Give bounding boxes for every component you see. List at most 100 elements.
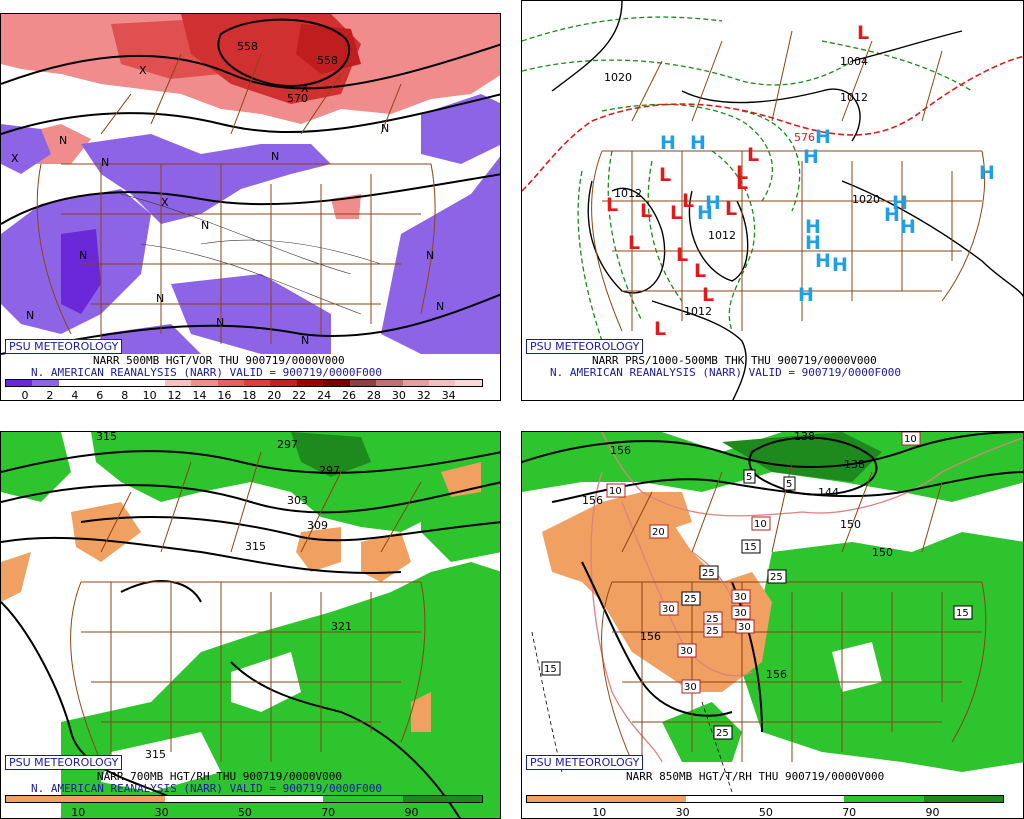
rh700-colorbar-ticks: 10 30 50 70 90 xyxy=(5,806,483,819)
high-pressure-marker: H xyxy=(900,216,916,238)
rh-dry-plume6 xyxy=(411,692,431,732)
min-marker: N xyxy=(436,300,444,313)
high-pressure-marker: H xyxy=(690,132,706,154)
temperature-label: 15 xyxy=(544,664,557,675)
rh-dry-patch xyxy=(832,642,882,692)
temperature-label: 30 xyxy=(684,682,697,693)
temperature-label: 30 xyxy=(738,622,751,633)
height-label: 303 xyxy=(287,494,308,507)
brand-label: PSU METEOROLOGY xyxy=(5,339,123,354)
temperature-label-box xyxy=(783,476,796,491)
rh-moist-sw xyxy=(662,702,742,762)
height-label: 138 xyxy=(844,458,865,471)
height-label: 150 xyxy=(872,546,893,559)
rh-dry-plume3 xyxy=(361,532,411,582)
colorbar-tick-label: 20 xyxy=(267,389,282,401)
colorbar-tick-label: 2 xyxy=(46,389,54,401)
temperature-label: 10 xyxy=(904,434,917,445)
temperature-label: 25 xyxy=(684,594,697,605)
colorbar-tick-label: 50 xyxy=(758,806,773,819)
colorbar-swatch xyxy=(323,380,350,386)
high-pressure-marker: H xyxy=(660,132,676,154)
temperature-label: 5 xyxy=(746,472,752,483)
min-marker: N xyxy=(201,219,209,232)
temperature-label: 10 xyxy=(609,486,622,497)
colorbar-swatch xyxy=(85,796,165,802)
colorbar-swatch xyxy=(296,380,324,386)
min-marker: N xyxy=(101,156,109,169)
temperature-label-box xyxy=(649,524,669,539)
min-marker: N xyxy=(426,249,434,262)
map-caption: NARR PRS/1000-500MB THK THU 900719/0000V… xyxy=(592,354,877,367)
temperature-label-box xyxy=(735,619,755,634)
height-label: 156 xyxy=(766,668,787,681)
colorbar-swatch xyxy=(323,796,403,802)
rh700-colorbar xyxy=(5,795,483,803)
thickness-label: 576 xyxy=(794,131,815,144)
colorbar-tick-label: 18 xyxy=(242,389,257,401)
low-pressure-marker: L xyxy=(659,164,671,186)
colorbar-tick-label: 70 xyxy=(321,806,336,819)
min-marker: N xyxy=(216,316,224,329)
colorbar-tick-label: 50 xyxy=(237,806,252,819)
max-marker: X xyxy=(139,64,147,77)
colorbar-tick-label: 90 xyxy=(925,806,940,819)
vort-neg-se xyxy=(171,274,331,354)
colorbar-swatch xyxy=(85,380,112,386)
height-label: 321 xyxy=(331,620,352,633)
pressure-label: 1012 xyxy=(840,91,868,104)
temperature-label-box xyxy=(713,725,733,740)
min-marker: N xyxy=(26,309,34,322)
map-caption: NARR 700MB HGT/RH THU 900719/0000V000 xyxy=(97,770,343,783)
vort-neg-nw xyxy=(1,124,51,174)
rh-dry-se xyxy=(101,732,221,792)
height-label: 297 xyxy=(277,438,298,451)
colorbar-swatch xyxy=(111,380,139,386)
rh850-colorbar xyxy=(526,795,1004,803)
map-valid-caption: N. AMERICAN REANALYSIS (NARR) VALID = 90… xyxy=(31,366,382,379)
colorbar-swatch xyxy=(6,796,86,802)
colorbar-tick-label: 16 xyxy=(217,389,232,401)
colorbar-swatch xyxy=(685,796,765,802)
high-pressure-marker: H xyxy=(705,192,721,214)
pressure-label: 1012 xyxy=(708,229,736,242)
high-pressure-marker: H xyxy=(832,254,848,276)
rh850-colorbar-ticks: 10 30 50 70 90 xyxy=(526,806,1004,819)
vorticity-colorbar-ticks: 0 2 4 6 8 10 12 14 16 18 20 22 24 26 28 30 32 34 xyxy=(5,389,483,401)
thickness-panel: 1020 1004 1012 1012 1012 1012 1020 576 H… xyxy=(521,0,1024,401)
colorbar-tick-label: 10 xyxy=(592,806,607,819)
colorbar-swatch xyxy=(349,380,377,386)
colorbar-swatch xyxy=(270,380,297,386)
temperature-label-box xyxy=(677,643,697,658)
temperature-label: 30 xyxy=(734,592,747,603)
high-pressure-marker: H xyxy=(884,204,900,226)
colorbar-tick-label: 4 xyxy=(71,389,79,401)
colorbar-swatch xyxy=(402,380,429,386)
rh-moist-east xyxy=(742,532,1023,772)
brand-label: PSU METEOROLOGY xyxy=(5,755,123,770)
vorticity-panel: 558 558 570 N N N N N N N N N N N N X X … xyxy=(0,13,501,401)
high-pressure-marker: H xyxy=(979,162,995,184)
temperature-label-box xyxy=(681,679,701,694)
min-marker: N xyxy=(156,292,164,305)
min-marker: N xyxy=(301,334,309,347)
pressure-label: 1020 xyxy=(604,71,632,84)
low-pressure-marker: L xyxy=(676,244,688,266)
colorbar-tick-label: 10 xyxy=(142,389,157,401)
low-pressure-marker: L xyxy=(736,172,748,194)
height-label: 309 xyxy=(307,519,328,532)
pressure-label: 1012 xyxy=(684,305,712,318)
temperature-label-box xyxy=(767,569,787,584)
rh-dry-north xyxy=(642,492,692,532)
rh-moist-north-dark xyxy=(722,432,882,482)
temperature-label: 5 xyxy=(786,479,792,490)
temperature-label: 15 xyxy=(744,542,757,553)
colorbar-swatch xyxy=(138,380,165,386)
colorbar-tick-label: 0 xyxy=(21,389,29,401)
temperature-label: 25 xyxy=(716,728,729,739)
temperature-label-box xyxy=(541,661,561,676)
rh-moist-west xyxy=(1,432,71,502)
rh-dry-west xyxy=(542,492,772,692)
height-label: 150 xyxy=(840,518,861,531)
contour-label: 570 xyxy=(287,92,308,105)
